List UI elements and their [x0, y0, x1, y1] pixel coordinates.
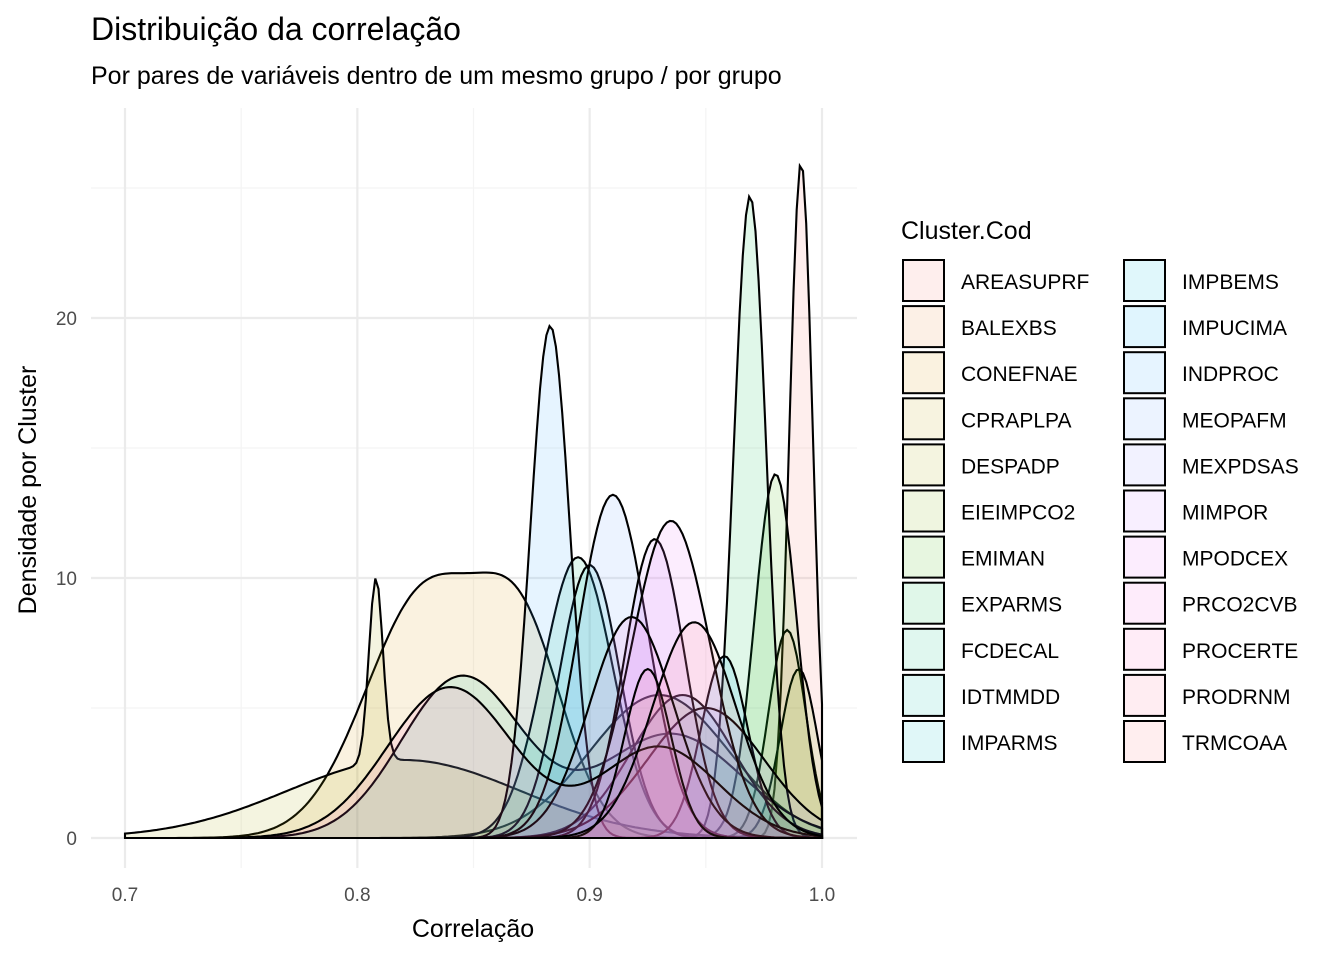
- legend-key: [902, 397, 945, 441]
- legend-key: [902, 720, 945, 763]
- legend-label: PROCERTE: [1182, 640, 1298, 663]
- x-axis-title: Correlação: [412, 915, 534, 943]
- legend-key: [1123, 443, 1166, 487]
- legend-key: [1123, 259, 1166, 302]
- legend-label: EXPARMS: [961, 594, 1062, 617]
- legend-key: [902, 535, 945, 579]
- legend-label: AREASUPRF: [961, 271, 1089, 294]
- legend-title: Cluster.Cod: [901, 217, 1032, 245]
- legend-label: IDTMMDD: [961, 686, 1060, 709]
- legend-label: IMPUCIMA: [1182, 317, 1287, 340]
- legend-label: EIEIMPCO2: [961, 502, 1075, 525]
- legend-key: [1123, 673, 1166, 717]
- legend-label: MEOPAFM: [1182, 409, 1287, 432]
- legend-key: [1123, 581, 1166, 625]
- legend-label: PRCO2CVB: [1182, 594, 1298, 617]
- y-axis-title: Densidade por Cluster: [14, 366, 42, 615]
- density-areas: [123, 162, 824, 840]
- legend-label: FCDECAL: [961, 640, 1059, 663]
- legend-key: [902, 581, 945, 625]
- legend-key: [902, 673, 945, 717]
- chart-title: Distribuição da correlação: [91, 11, 461, 47]
- legend-label: BALEXBS: [961, 317, 1057, 340]
- y-tick-label: 0: [66, 829, 77, 850]
- chart-subtitle: Por pares de variáveis dentro de um mesm…: [91, 62, 782, 90]
- legend-key: [902, 259, 945, 302]
- legend-key: [1123, 627, 1166, 671]
- legend-label: INDPROC: [1182, 363, 1279, 386]
- y-axis-ticks: 0 10 20: [56, 309, 77, 850]
- x-tick-label: 1.0: [809, 885, 835, 906]
- legend-label: DESPADP: [961, 455, 1060, 478]
- y-tick-label: 10: [56, 569, 77, 590]
- legend-label: PRODRNM: [1182, 686, 1291, 709]
- legend-label: IMPARMS: [961, 732, 1057, 755]
- legend-key: [902, 351, 945, 395]
- x-axis-ticks: 0.7 0.8 0.9 1.0: [112, 885, 835, 906]
- legend-key: [902, 443, 945, 487]
- legend-key: [902, 627, 945, 671]
- legend-label: MEXPDSAS: [1182, 455, 1299, 478]
- legend-label: MPODCEX: [1182, 548, 1288, 571]
- legend-key: [1123, 489, 1166, 533]
- legend-label: MIMPOR: [1182, 502, 1268, 525]
- legend-label: CPRAPLPA: [961, 409, 1072, 432]
- legend-key: [902, 305, 945, 349]
- legend-label: EMIMAN: [961, 548, 1045, 571]
- legend-key: [1123, 305, 1166, 349]
- legend-key: [1123, 720, 1166, 763]
- legend-label: TRMCOAA: [1182, 732, 1287, 755]
- legend-key: [1123, 351, 1166, 395]
- legend-key: [1123, 535, 1166, 579]
- density-trmcoaa: [125, 621, 824, 840]
- x-tick-label: 0.9: [576, 885, 602, 906]
- legend-label: IMPBEMS: [1182, 271, 1279, 294]
- x-tick-label: 0.8: [344, 885, 370, 906]
- x-tick-label: 0.7: [112, 885, 138, 906]
- legend-key: [1123, 397, 1166, 441]
- legend: Cluster.Cod AREASUPRF BALEXBS CONEFNAE CPRA…: [901, 217, 1299, 763]
- legend-key: [902, 489, 945, 533]
- legend-label: CONEFNAE: [961, 363, 1078, 386]
- y-tick-label: 20: [56, 309, 77, 330]
